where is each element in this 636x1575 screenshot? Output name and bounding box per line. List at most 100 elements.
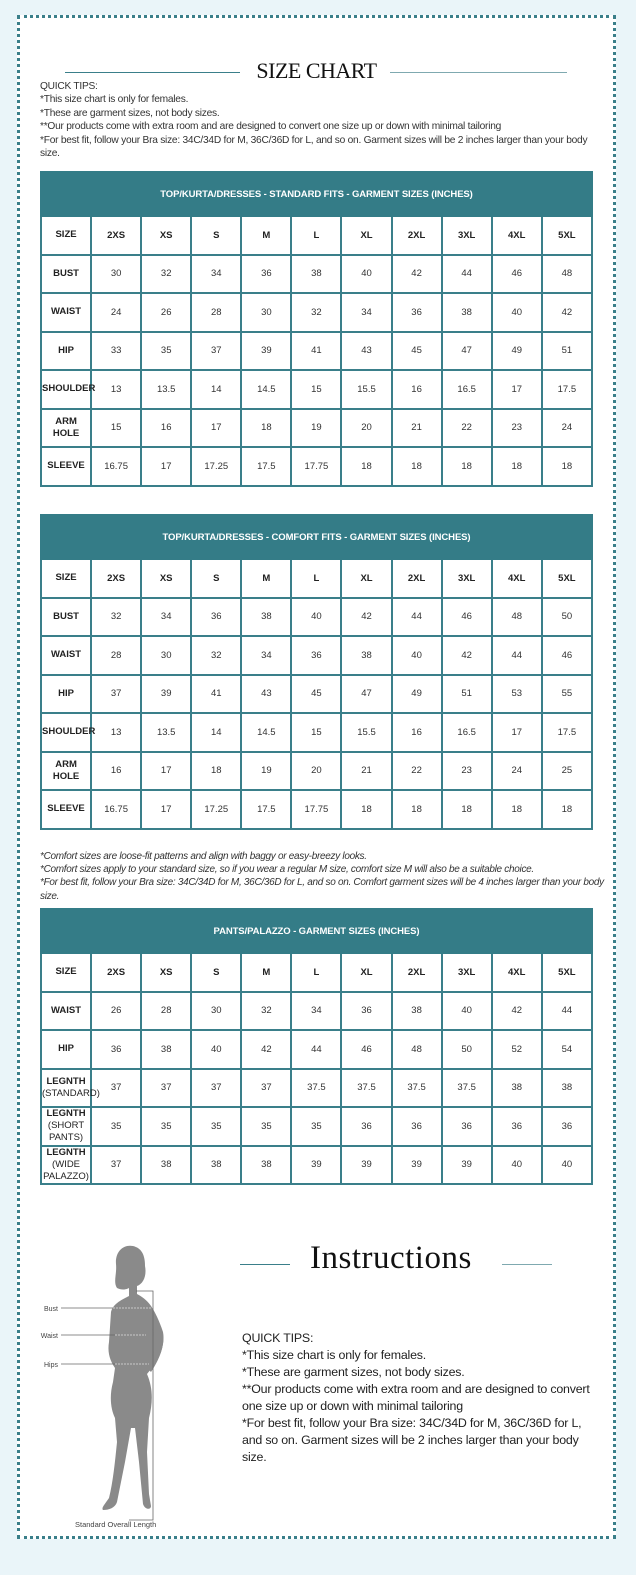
table-cell: 38 (340, 635, 393, 676)
row-label-text: HIP (58, 1043, 74, 1055)
table-row: BUST 32 34 36 38 40 42 44 46 48 50 (39, 596, 594, 637)
column-header: 3XL (440, 952, 493, 993)
row-sublabel: (SHORT PANTS) (47, 1120, 85, 1144)
table-row: BUST 30 32 34 36 38 40 42 44 46 48 (39, 253, 594, 294)
table-row: HIP 37 39 41 43 45 47 49 51 53 55 (39, 673, 594, 714)
table-row: SLEEVE 16.75 17 17.25 17.5 17.75 18 18 18 18 18 (39, 446, 594, 487)
table-cell: 37 (190, 1067, 243, 1108)
quick-tip: **Our products come with extra room and … (40, 121, 502, 133)
table-cell: 20 (340, 407, 393, 448)
column-header: XS (140, 215, 193, 256)
column-header: 5XL (540, 952, 594, 993)
table-cell: 34 (240, 635, 293, 676)
table-row: ARM HOLE 15 16 17 18 19 20 21 22 23 24 (39, 407, 594, 448)
table-cell: 36 (490, 1106, 543, 1147)
table-cell: 15.5 (340, 369, 393, 410)
table-cell: 45 (290, 673, 343, 714)
table-cell: 18 (390, 789, 443, 830)
column-header: SIZE (39, 558, 93, 599)
table-cell: 36 (240, 253, 293, 294)
table-cell: 23 (490, 407, 543, 448)
table-cell: 40 (490, 1144, 543, 1185)
table-title: TOP/KURTA/DRESSES - STANDARD FITS - GARM… (40, 171, 593, 217)
row-label-text: SLEEVE (47, 803, 85, 815)
row-label-text: SLEEVE (47, 460, 85, 472)
table-cell: 26 (90, 990, 143, 1031)
table-cell: 35 (190, 1106, 243, 1147)
comfort-notes: *Comfort sizes are loose-fit patterns an… (40, 850, 610, 903)
instruction-tip: *For best fit, follow your Bra size: 34C… (242, 1416, 582, 1464)
table-cell: 15 (90, 407, 143, 448)
column-header: S (190, 952, 243, 993)
table-row: SLEEVE 16.75 17 17.25 17.5 17.75 18 18 18 18 18 (39, 789, 594, 830)
column-header: L (290, 558, 343, 599)
row-label-text: HIP (58, 687, 74, 699)
page-title: SIZE CHART (256, 58, 377, 83)
column-header: M (240, 952, 293, 993)
table-cell: 36 (390, 1106, 443, 1147)
table-cell: 16.75 (90, 446, 143, 487)
table-cell: 43 (240, 673, 293, 714)
table-cell: 33 (90, 330, 143, 371)
column-header: 2XS (90, 558, 143, 599)
hips-label: Hips (44, 1362, 59, 1369)
row-label: WAIST (39, 990, 93, 1031)
table-cell: 16.75 (90, 789, 143, 830)
table-cell: 42 (540, 292, 594, 333)
table-cell: 40 (190, 1029, 243, 1070)
table-cell: 47 (340, 673, 393, 714)
table-row: WAIST 26 28 30 32 34 36 38 40 42 44 (39, 990, 594, 1031)
table-cell: 18 (440, 446, 493, 487)
table-cell: 18 (540, 789, 594, 830)
instructions-heading: QUICK TIPS: (242, 1331, 314, 1345)
row-label-text: LEGNTH (46, 1146, 86, 1158)
column-header: L (290, 952, 343, 993)
table-cell: 35 (140, 1106, 193, 1147)
table-cell: 17.25 (190, 446, 243, 487)
table-cell: 36 (340, 990, 393, 1031)
table-cell: 28 (90, 635, 143, 676)
table-cell: 52 (490, 1029, 543, 1070)
column-header: XL (340, 215, 393, 256)
table-row: SHOULDER 13 13.5 14 14.5 15 15.5 16 16.5 17 17.5 (39, 712, 594, 753)
pants-table: PANTS/PALAZZO - GARMENT SIZES (INCHES) SI… (39, 908, 594, 1185)
table-cell: 53 (490, 673, 543, 714)
comfort-note: *Comfort sizes apply to your standard si… (40, 864, 534, 876)
table-cell: 21 (390, 407, 443, 448)
size-chart-header: SIZE CHART (20, 58, 613, 88)
row-label: ARM HOLE (39, 750, 93, 791)
table-cell: 14 (190, 369, 243, 410)
column-header: 4XL (490, 215, 543, 256)
table-cell: 18 (490, 446, 543, 487)
table-cell: 49 (390, 673, 443, 714)
table-cell: 44 (490, 635, 543, 676)
table-row: LEGNTH (WIDE PALAZZO) 37 38 38 38 39 39 39 39 40 40 (39, 1144, 594, 1185)
row-label: WAIST (39, 635, 93, 676)
table-cell: 37.5 (340, 1067, 393, 1108)
table-cell: 18 (190, 750, 243, 791)
table-row: ARM HOLE 16 17 18 19 20 21 22 23 24 25 (39, 750, 594, 791)
instructions-title: Instructions (310, 1240, 472, 1276)
table-row: HIP 33 35 37 39 41 43 45 47 49 51 (39, 330, 594, 371)
table-cell: 30 (240, 292, 293, 333)
table-cell: 37.5 (290, 1067, 343, 1108)
table-cell: 38 (490, 1067, 543, 1108)
table-cell: 35 (140, 330, 193, 371)
comfort-fit-table: TOP/KURTA/DRESSES - COMFORT FITS - GARME… (39, 514, 594, 830)
table-cell: 17.5 (240, 789, 293, 830)
length-measure-line (129, 1290, 154, 1521)
table-cell: 17 (140, 789, 193, 830)
row-label: BUST (39, 596, 93, 637)
table-cell: 13.5 (140, 369, 193, 410)
table-cell: 39 (290, 1144, 343, 1185)
divider-left (240, 1264, 290, 1265)
column-header: SIZE (39, 215, 93, 256)
row-label: LEGNTH (SHORT PANTS) (39, 1106, 93, 1147)
table-cell: 40 (490, 292, 543, 333)
table-cell: 39 (340, 1144, 393, 1185)
column-header: 2XL (390, 952, 443, 993)
table-cell: 38 (540, 1067, 594, 1108)
table-cell: 35 (240, 1106, 293, 1147)
table-cell: 19 (290, 407, 343, 448)
bust-label: Bust (44, 1306, 58, 1313)
